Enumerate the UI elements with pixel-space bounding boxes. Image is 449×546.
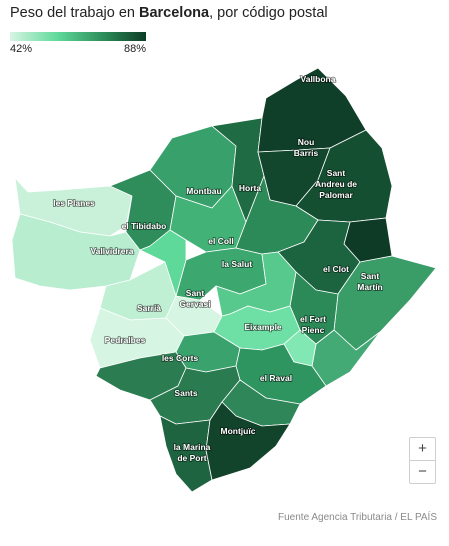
label-eixample: Eixample bbox=[244, 322, 282, 332]
region-montjuic[interactable] bbox=[205, 401, 291, 481]
legend-gradient-bar bbox=[10, 32, 146, 41]
label-el-tibidabo: el Tibidabo bbox=[122, 221, 167, 231]
zoom-in-button[interactable]: + bbox=[418, 440, 427, 457]
label-vallvidrera: Vallvidrera bbox=[90, 246, 133, 256]
title-suffix: , por código postal bbox=[209, 5, 328, 21]
legend-min-label: 42% bbox=[10, 43, 33, 55]
title-city: Barcelona bbox=[138, 5, 210, 21]
label-montjuic: Montjuïc bbox=[221, 426, 256, 436]
label-la-marina-1: la Marina bbox=[174, 442, 211, 452]
label-sant-marti-1: Sant bbox=[361, 271, 380, 281]
label-la-salut: la Salut bbox=[222, 259, 252, 269]
label-les-planes: les Planes bbox=[53, 198, 95, 208]
color-legend: 42% 88% bbox=[10, 32, 146, 55]
map-title: Peso del trabajo en Barcelona, por códig… bbox=[10, 5, 328, 21]
label-el-coll: el Coll bbox=[208, 236, 234, 246]
label-sant-gervasi-2: Gervasi bbox=[179, 299, 210, 309]
label-montbau: Montbau bbox=[186, 186, 221, 196]
label-el-raval: el Raval bbox=[260, 373, 292, 383]
zoom-control: + − bbox=[409, 437, 436, 484]
label-sant-andreu-2: Andreu de bbox=[315, 179, 357, 189]
region-sant-gervasi-north[interactable] bbox=[139, 229, 187, 297]
label-sant-marti-2: Martín bbox=[357, 282, 383, 292]
label-sant-gervasi-1: Sant bbox=[186, 288, 205, 298]
label-sant-andreu-3: Palomar bbox=[319, 190, 353, 200]
label-sant-andreu-1: Sant bbox=[327, 168, 346, 178]
source-credit: Fuente Agencia Tributaria / EL PAÍS bbox=[278, 512, 437, 523]
label-el-fort-pienc-2: Pienc bbox=[302, 325, 325, 335]
zoom-out-button[interactable]: − bbox=[410, 460, 435, 483]
label-pedralbes: Pedralbes bbox=[105, 335, 146, 345]
legend-max-label: 88% bbox=[123, 43, 146, 55]
label-vallbona: Vallbona bbox=[301, 74, 336, 84]
label-sants: Sants bbox=[174, 388, 197, 398]
label-el-clot: el Clot bbox=[323, 264, 349, 274]
label-la-marina-2: de Port bbox=[177, 453, 206, 463]
label-nou-barris-2: Barris bbox=[294, 148, 319, 158]
map-labels: Vallbona Nou Barris Sant Andreu de Palom… bbox=[52, 73, 383, 464]
label-les-corts: les Corts bbox=[162, 353, 199, 363]
label-horta: Horta bbox=[239, 183, 261, 193]
title-prefix: Peso del trabajo en bbox=[10, 5, 139, 21]
label-sarria: Sarrià bbox=[137, 303, 161, 313]
label-nou-barris-1: Nou bbox=[298, 137, 315, 147]
label-el-fort-pienc-1: el Fort bbox=[300, 314, 326, 324]
